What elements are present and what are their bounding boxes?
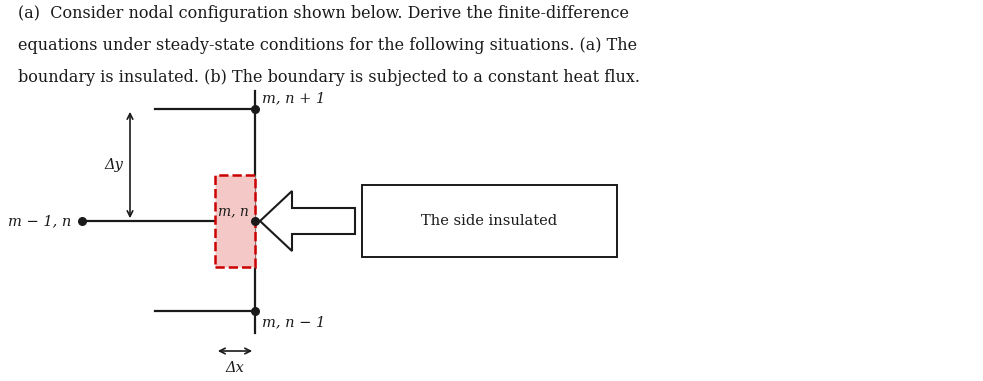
Bar xyxy=(215,175,255,267)
Point xyxy=(247,308,262,314)
Text: m, n − 1: m, n − 1 xyxy=(262,315,325,329)
Text: boundary is insulated. (b) The boundary is subjected to a constant heat flux.: boundary is insulated. (b) The boundary … xyxy=(18,69,640,86)
Text: m, n: m, n xyxy=(218,204,249,218)
Text: m − 1, n: m − 1, n xyxy=(8,214,71,228)
Text: Δy: Δy xyxy=(104,158,124,172)
Text: The side insulated: The side insulated xyxy=(422,214,557,228)
Point xyxy=(247,218,262,224)
Point xyxy=(74,218,89,224)
Text: equations under steady-state conditions for the following situations. (a) The: equations under steady-state conditions … xyxy=(18,37,637,54)
Polygon shape xyxy=(260,191,355,251)
Text: m, n + 1: m, n + 1 xyxy=(262,91,325,105)
Text: (a)  Consider nodal configuration shown below. Derive the finite-difference: (a) Consider nodal configuration shown b… xyxy=(18,5,629,22)
Bar xyxy=(362,185,617,257)
Text: Δx: Δx xyxy=(225,361,245,375)
Point xyxy=(247,106,262,112)
